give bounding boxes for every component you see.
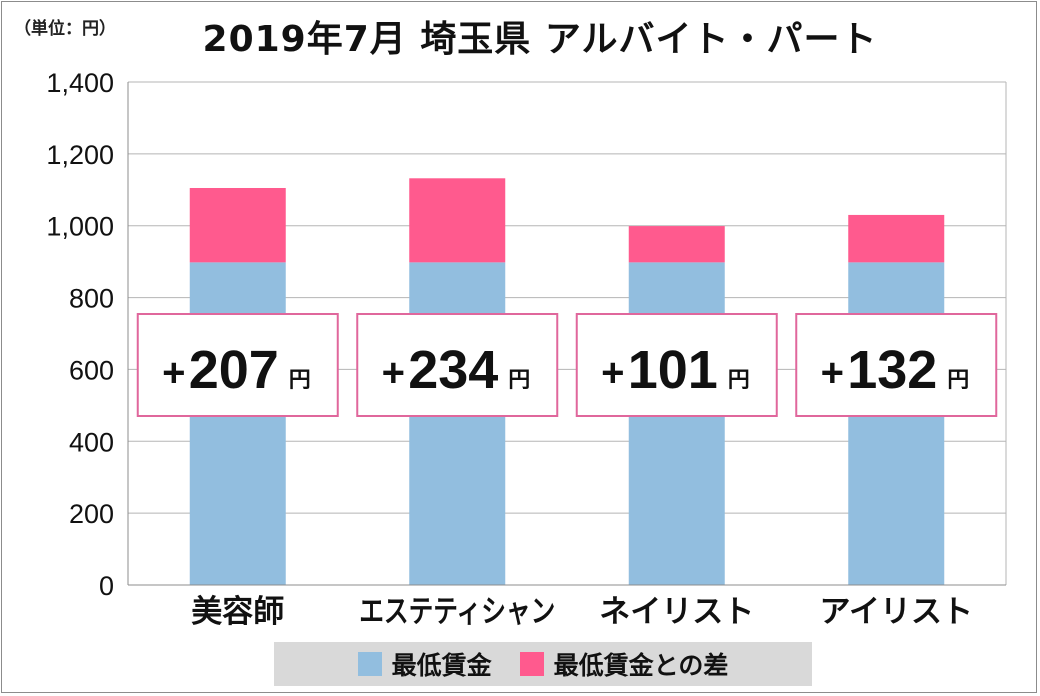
y-tick-label: 400 [69, 427, 114, 457]
diff-plus-sign: + [821, 351, 844, 395]
y-tick-label: 800 [69, 284, 114, 314]
diff-value: 101 [628, 340, 718, 400]
y-tick-label: 1,200 [46, 140, 114, 170]
x-category-label: ネイリスト [599, 594, 754, 630]
annotation-layer: +207 円 +234 円 +101 円 +132 円 [136, 313, 998, 417]
legend-label-diff: 最低賃金との差 [553, 651, 729, 680]
diff-callout-box [136, 313, 339, 417]
y-tick-label: 1,000 [46, 212, 114, 242]
legend-item-diff: 最低賃金との差 [519, 646, 729, 682]
y-tick-label: 0 [99, 571, 114, 601]
diff-unit: 円 [728, 368, 750, 393]
diff-unit: 円 [947, 368, 969, 393]
diff-callout-box [356, 313, 559, 417]
y-tick-label: 1,400 [46, 68, 114, 98]
legend-item-min-wage: 最低賃金 [357, 646, 492, 682]
legend: 最低賃金 最低賃金との差 [274, 642, 812, 686]
diff-unit: 円 [508, 368, 530, 393]
bar-diff-4 [848, 214, 945, 263]
bar-diff-3 [628, 226, 725, 263]
legend-label-min-wage: 最低賃金 [391, 651, 492, 680]
diff-plus-sign: + [162, 351, 185, 395]
x-category-label: 美容師 [191, 594, 284, 630]
chart-title: 2019年7月 埼玉県 アルバイト・パート [202, 19, 878, 60]
bar-min-wage-3 [628, 262, 725, 585]
diff-unit: 円 [289, 368, 311, 393]
y-tick-label: 600 [69, 355, 114, 385]
x-category-label: エステティシャン [359, 594, 555, 630]
bar-diff-1 [189, 187, 286, 263]
bar-min-wage-2 [409, 262, 506, 585]
diff-plus-sign: + [601, 351, 624, 395]
diff-value: 207 [189, 340, 279, 400]
bar-min-wage-4 [848, 262, 945, 585]
axis-layer: 0 200 400 600 800 1,000 1,200 1,400 美容師 エステティシャン ネ… [46, 68, 1007, 630]
diff-plus-sign: + [382, 351, 405, 395]
chart-plot: +207 円 +234 円 +101 円 +132 円 0 200 400 600 800 1,000 1… [46, 68, 1007, 630]
x-category-label: アイリスト [820, 594, 973, 630]
y-tick-label: 200 [69, 499, 114, 529]
legend-swatch-diff [519, 652, 544, 676]
bar-min-wage-1 [189, 262, 286, 585]
bar-diff-2 [409, 178, 506, 263]
legend-swatch-min-wage [357, 652, 382, 676]
diff-callout-box [575, 313, 778, 417]
diff-callout-box [795, 313, 998, 417]
diff-value: 234 [408, 340, 498, 400]
diff-value: 132 [847, 340, 937, 400]
unit-label: （単位：円） [14, 19, 116, 39]
